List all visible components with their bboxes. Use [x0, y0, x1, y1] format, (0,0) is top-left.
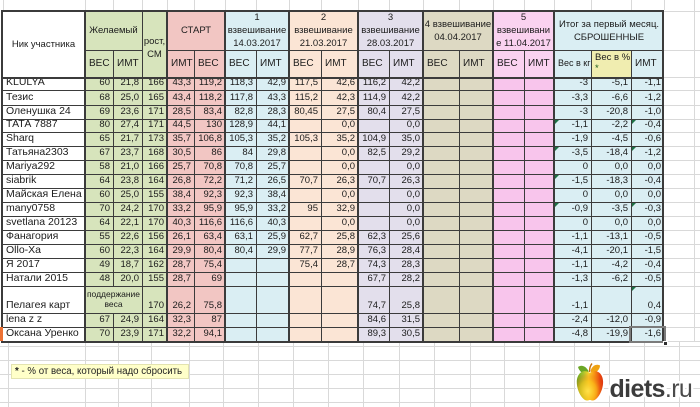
- svg-text:diets.ru: diets.ru: [610, 375, 693, 403]
